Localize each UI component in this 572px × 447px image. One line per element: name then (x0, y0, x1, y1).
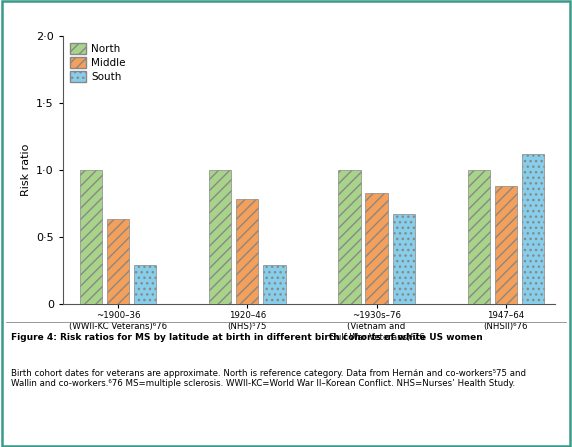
Bar (134, 265, 156, 304)
Text: Birth cohort dates for veterans are approximate. North is reference category. Da: Birth cohort dates for veterans are appr… (11, 369, 526, 388)
Bar (209, 170, 232, 304)
Legend: North, Middle, South: North, Middle, South (68, 41, 128, 84)
Bar (495, 186, 517, 304)
Text: Figure 4: Risk ratios for MS by latitude at birth in different birth cohorts of : Figure 4: Risk ratios for MS by latitude… (11, 333, 483, 342)
Bar (107, 219, 129, 304)
Bar (263, 265, 285, 304)
Bar (339, 170, 360, 304)
Bar (392, 214, 415, 304)
Bar (522, 154, 544, 304)
Bar (467, 170, 490, 304)
Bar (366, 193, 388, 304)
Y-axis label: Risk ratio: Risk ratio (21, 143, 30, 196)
Bar (80, 170, 102, 304)
Bar (236, 199, 259, 304)
